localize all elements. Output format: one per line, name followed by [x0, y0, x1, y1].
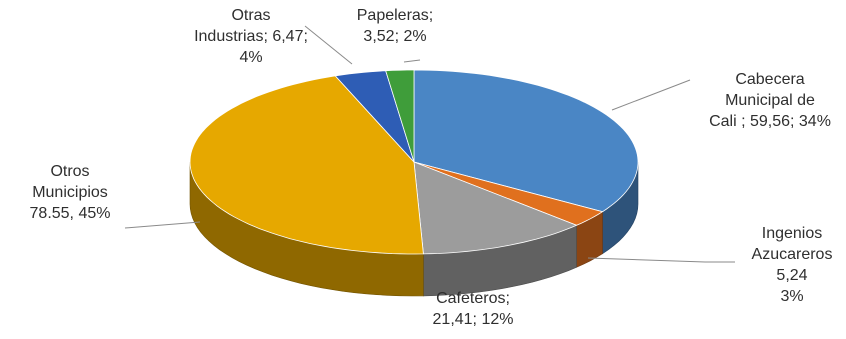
slice-label-line: 78.55, 45%	[30, 205, 111, 222]
slice-label-papeleras: Papeleras; 3,52; 2%	[357, 7, 434, 45]
slice-label-line: Ingenios	[762, 225, 823, 242]
leader-line-otras	[304, 25, 353, 65]
slice-label-cafeteros: Cafeteros; 21,41; 12%	[433, 290, 514, 328]
leader-line-cabecera	[611, 79, 691, 111]
pie-slice-otros	[189, 75, 424, 255]
pie-slice-ingenios	[413, 161, 604, 226]
slice-label-otros: Otros Municipios 78.55, 45%	[30, 163, 111, 222]
slice-label-line: Municipal de	[725, 92, 815, 109]
slice-label-line: Papeleras;	[357, 7, 434, 24]
leader-line-papeleras	[403, 59, 421, 63]
pie-slice-otras	[334, 70, 415, 163]
slice-label-line: Otros	[50, 163, 89, 180]
slice-label-line: Azucareros	[752, 246, 833, 263]
slice-label-line: Municipios	[32, 184, 108, 201]
slice-label-line: Cabecera	[735, 71, 804, 88]
leader-line-ingenios	[587, 257, 735, 263]
slice-label-line: Industrias; 6,47;	[194, 28, 308, 45]
slice-label-line: 5,24	[776, 267, 807, 284]
slice-label-line: Cali ; 59,56; 34%	[709, 113, 831, 130]
slice-label-otras: Otras Industrias; 6,47; 4%	[194, 7, 308, 66]
slice-label-line: 3,52; 2%	[363, 28, 426, 45]
leader-line-otros	[124, 221, 201, 229]
slice-labels: Cabecera Municipal de Cali ; 59,56; 34% Ing…	[30, 7, 833, 328]
slice-label-line: 21,41; 12%	[433, 311, 514, 328]
pie-slice-papeleras	[385, 69, 415, 163]
slice-label-line: Otras	[231, 7, 270, 24]
leader-lines	[124, 25, 735, 263]
slice-label-ingenios: Ingenios Azucareros 5,24 3%	[752, 225, 833, 305]
slice-label-line: Cafeteros;	[436, 290, 510, 307]
pie-slice-cabecera	[413, 69, 639, 213]
pie-slice-cafeteros	[413, 161, 578, 255]
pie-depth-sides	[189, 161, 639, 297]
slice-label-line: 4%	[239, 49, 262, 66]
slice-label-cabecera: Cabecera Municipal de Cali ; 59,56; 34%	[709, 71, 831, 130]
slice-label-line: 3%	[780, 288, 803, 305]
pie-top-slices	[189, 69, 639, 255]
